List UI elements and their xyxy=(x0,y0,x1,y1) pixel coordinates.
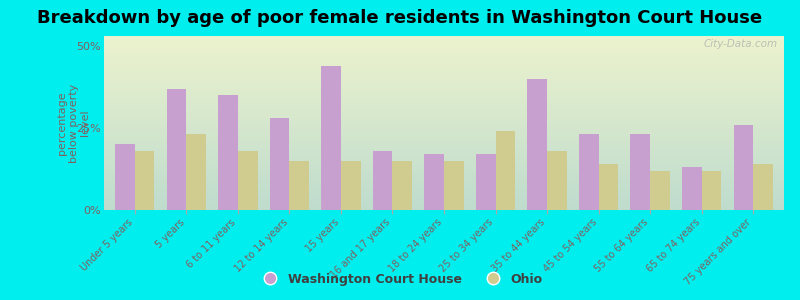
Bar xyxy=(135,151,154,210)
Bar xyxy=(650,171,670,210)
Bar xyxy=(322,65,341,210)
Bar xyxy=(753,164,773,210)
Bar xyxy=(476,154,495,210)
Bar xyxy=(579,134,598,210)
Bar xyxy=(373,151,393,210)
Bar xyxy=(341,161,361,210)
Bar xyxy=(186,134,206,210)
Text: City-Data.com: City-Data.com xyxy=(703,40,778,50)
Bar xyxy=(444,161,463,210)
Bar xyxy=(702,171,721,210)
Bar xyxy=(598,164,618,210)
Bar xyxy=(630,134,650,210)
Bar xyxy=(290,161,309,210)
Bar xyxy=(393,161,412,210)
Legend: Washington Court House, Ohio: Washington Court House, Ohio xyxy=(253,268,547,291)
Bar xyxy=(270,118,290,210)
Bar xyxy=(682,167,702,210)
Y-axis label: percentage
below poverty
level: percentage below poverty level xyxy=(57,83,90,163)
Bar xyxy=(547,151,566,210)
Bar xyxy=(238,151,258,210)
Bar xyxy=(734,124,753,210)
Bar xyxy=(495,131,515,210)
Text: Breakdown by age of poor female residents in Washington Court House: Breakdown by age of poor female resident… xyxy=(38,9,762,27)
Bar xyxy=(218,95,238,210)
Bar xyxy=(167,88,186,210)
Bar xyxy=(425,154,444,210)
Bar xyxy=(115,144,135,210)
Bar xyxy=(527,79,547,210)
